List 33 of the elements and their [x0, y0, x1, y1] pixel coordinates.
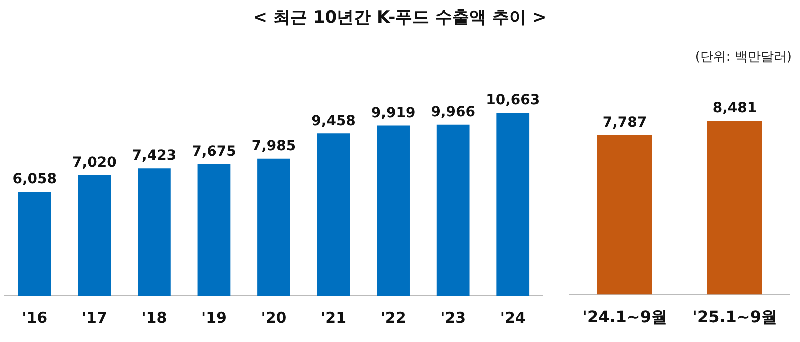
x-tick-label: '23 — [440, 308, 466, 327]
data-label: 7,020 — [72, 155, 118, 172]
data-label: 6,058 — [12, 172, 58, 188]
x-tick-label: '18 — [142, 308, 168, 327]
x-tick-label: '19 — [201, 308, 227, 327]
bar — [18, 192, 52, 296]
text: (단위: 백만달러) — [695, 49, 792, 66]
data-label: 7,985 — [252, 138, 296, 155]
data-label: 8,481 — [712, 100, 758, 117]
x-tick-label: '22 — [380, 308, 406, 327]
data-label: 9,919 — [371, 105, 416, 122]
x-tick-label: '20 — [261, 308, 287, 327]
data-label: 7,675 — [192, 144, 236, 160]
chart-title: < 최근 10년간 K-푸드 수출액 추이 > — [252, 7, 548, 29]
bar — [258, 158, 290, 296]
x-tick-label: '25.1~9월 — [692, 308, 778, 327]
x-tick-label: '24 — [500, 308, 526, 327]
x-tick-label: '24.1~9월 — [582, 308, 668, 327]
bar — [198, 164, 231, 296]
x-tick-label: '21 — [321, 308, 347, 327]
data-label: 10,663 — [486, 92, 540, 109]
bar — [436, 124, 470, 296]
data-label: 9,966 — [431, 104, 476, 121]
bar — [377, 126, 410, 296]
bar — [78, 175, 112, 296]
bar — [317, 134, 350, 296]
x-tick-label: '17 — [82, 308, 108, 327]
data-label: 9,458 — [312, 113, 356, 130]
bar — [138, 168, 171, 296]
bar — [496, 112, 530, 296]
data-label: 7,423 — [132, 148, 177, 164]
data-label: 7,787 — [602, 114, 648, 131]
x-tick-label: '16 — [22, 308, 48, 327]
